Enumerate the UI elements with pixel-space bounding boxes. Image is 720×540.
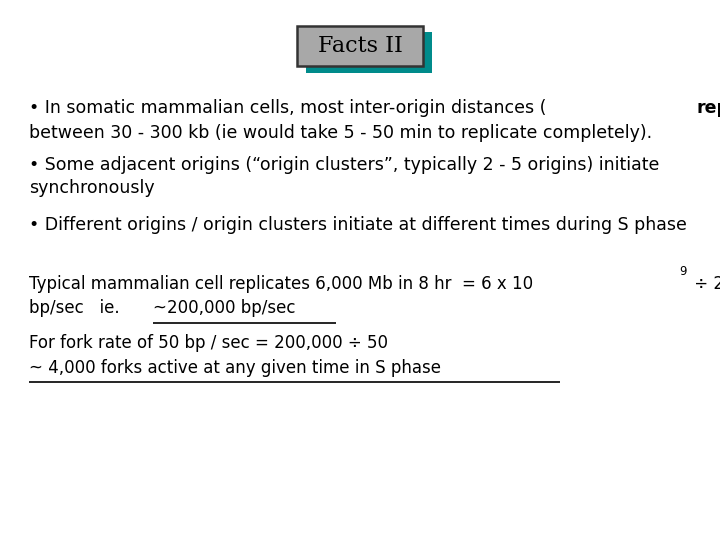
Text: replicon: replicon: [696, 99, 720, 117]
Text: Typical mammalian cell replicates 6,000 Mb in 8 hr  = 6 x 10: Typical mammalian cell replicates 6,000 …: [29, 275, 533, 293]
Text: ÷ 28,800: ÷ 28,800: [689, 275, 720, 293]
Text: synchronously: synchronously: [29, 179, 154, 197]
Text: ~200,000 bp/sec: ~200,000 bp/sec: [153, 299, 295, 317]
Bar: [305, 32, 431, 72]
Text: Facts II: Facts II: [318, 35, 402, 57]
Bar: [297, 25, 423, 66]
Text: • In somatic mammalian cells, most inter-origin distances (: • In somatic mammalian cells, most inter…: [29, 99, 546, 117]
Text: For fork rate of 50 bp / sec = 200,000 ÷ 50: For fork rate of 50 bp / sec = 200,000 ÷…: [29, 334, 388, 352]
Text: 9: 9: [679, 265, 687, 279]
Text: • Some adjacent origins (“origin clusters”, typically 2 - 5 origins) initiate: • Some adjacent origins (“origin cluster…: [29, 156, 660, 174]
Text: between 30 - 300 kb (ie would take 5 - 50 min to replicate completely).: between 30 - 300 kb (ie would take 5 - 5…: [29, 124, 652, 141]
Text: ~ 4,000 forks active at any given time in S phase: ~ 4,000 forks active at any given time i…: [29, 359, 441, 376]
Text: • Different origins / origin clusters initiate at different times during S phase: • Different origins / origin clusters in…: [29, 215, 687, 233]
Text: bp/sec   ie.: bp/sec ie.: [29, 299, 125, 317]
